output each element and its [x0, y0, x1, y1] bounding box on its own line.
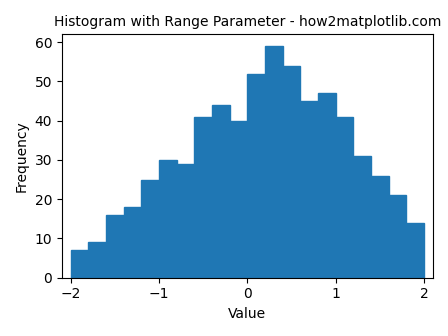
Bar [212, 105, 230, 278]
Y-axis label: Frequency: Frequency [15, 120, 29, 192]
Bar [159, 160, 177, 278]
Bar [71, 250, 88, 278]
Bar [88, 242, 106, 278]
Bar [106, 215, 124, 278]
Bar [283, 66, 301, 278]
X-axis label: Value: Value [228, 307, 267, 321]
Bar [194, 117, 212, 278]
Bar [142, 179, 159, 278]
Bar [406, 223, 424, 278]
Bar [230, 121, 247, 278]
Bar [124, 207, 142, 278]
Title: Histogram with Range Parameter - how2matplotlib.com: Histogram with Range Parameter - how2mat… [54, 15, 441, 29]
Bar [389, 195, 406, 278]
Bar [336, 117, 353, 278]
Bar [247, 74, 265, 278]
Bar [265, 46, 283, 278]
Bar [371, 176, 389, 278]
Bar [301, 101, 318, 278]
Bar [318, 93, 336, 278]
Bar [177, 164, 194, 278]
Bar [353, 156, 371, 278]
